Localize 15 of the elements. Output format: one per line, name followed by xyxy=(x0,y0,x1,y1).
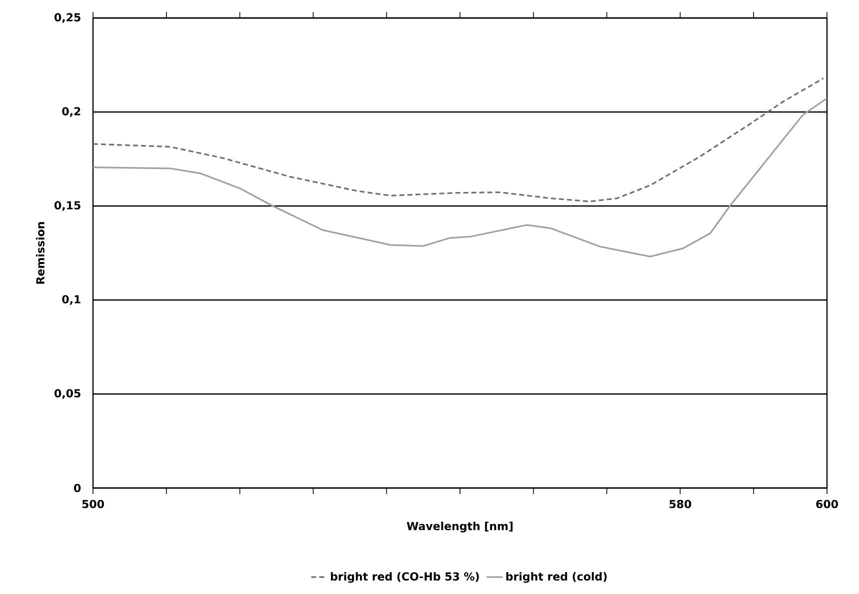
x-tick-label: 580 xyxy=(670,500,692,508)
x-axis-title: Wavelength [nm] xyxy=(406,522,513,532)
y-axis-title: Remission xyxy=(36,222,44,284)
y-tick-label: 0,2 xyxy=(62,107,80,117)
line-series xyxy=(93,97,827,258)
legend-label: bright red (CO-Hb 53 %) xyxy=(330,572,479,583)
line-series xyxy=(93,78,824,202)
y-tick-label: 0,1 xyxy=(62,295,80,305)
x-tick-label: 600 xyxy=(816,500,838,508)
legend-label: bright red (cold) xyxy=(506,572,607,583)
y-tick-label: 0,25 xyxy=(54,13,80,23)
y-tick-label: 0,05 xyxy=(54,389,80,399)
y-tick-label: 0 xyxy=(74,484,81,492)
x-tick-label: 500 xyxy=(82,500,104,508)
y-tick-label: 0,15 xyxy=(54,201,80,211)
